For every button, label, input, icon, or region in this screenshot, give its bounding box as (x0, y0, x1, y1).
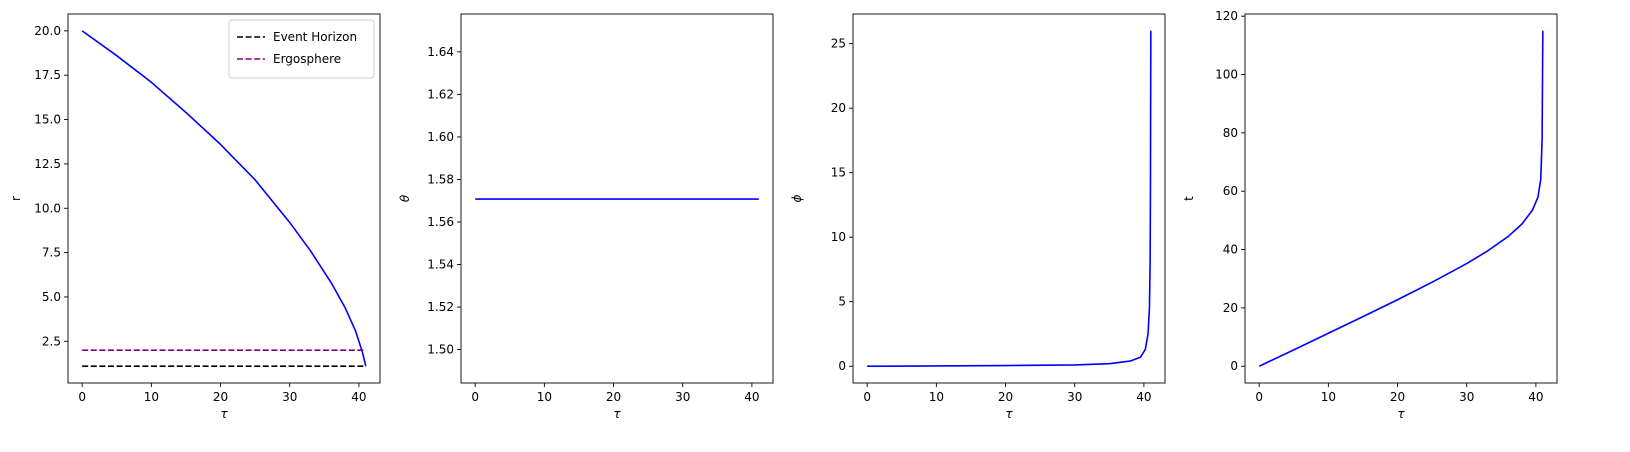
y-tick-label: 15 (831, 166, 846, 180)
y-tick-label: 1.54 (427, 258, 454, 272)
y-tick-label: 7.5 (42, 246, 61, 260)
x-tick-label: 0 (1255, 390, 1263, 404)
y-tick-label: 10.0 (34, 201, 61, 215)
y-tick-label: 1.52 (427, 300, 454, 314)
plot-area (853, 14, 1165, 383)
y-tick-label: 0 (1230, 359, 1238, 373)
y-tick-label: 17.5 (34, 68, 61, 82)
chart-panel-2: 0 10 20 30 40 1.50 1.52 1.54 1.56 1.58 1.60 1.62 1.6… (398, 13, 774, 421)
y-axis-label: t (1182, 196, 1196, 201)
y-tick-label: 1.50 (427, 343, 454, 357)
x-tick-label: 40 (1528, 390, 1543, 404)
y-tick-label: 20 (1223, 301, 1238, 315)
y-tick-label: 1.62 (427, 87, 454, 101)
y-tick-label: 60 (1223, 184, 1238, 198)
x-tick-label: 20 (213, 390, 228, 404)
x-axis-label: τ (220, 407, 228, 421)
axes-frame (460, 13, 774, 384)
axes-frame (67, 13, 381, 384)
x-axis-label: τ (613, 407, 621, 421)
x-tick-label: 10 (537, 390, 552, 404)
y-tick-label: 1.56 (427, 215, 454, 229)
y-tick-label: 20.0 (34, 24, 61, 38)
y-tick-label: 10 (831, 230, 846, 244)
y-axis-label: θ (398, 194, 412, 202)
y-tick-label: 5.0 (42, 290, 61, 304)
x-tick-label: 10 (144, 390, 159, 404)
y-tick-label: 40 (1223, 243, 1238, 257)
x-tick-label: 0 (471, 390, 479, 404)
series-line-1 (867, 30, 1152, 368)
y-tick-label: 120 (1215, 9, 1238, 23)
y-tick-label: 80 (1223, 126, 1238, 140)
x-tick-label: 30 (1067, 390, 1082, 404)
x-tick-label: 30 (1459, 390, 1474, 404)
axes-frame (852, 13, 1166, 384)
x-tick-label: 10 (1321, 390, 1336, 404)
y-axis-label: ϕ (790, 194, 804, 202)
y-tick-label: 1.64 (427, 45, 454, 59)
x-tick-label: 10 (929, 390, 944, 404)
plot-area (1245, 14, 1557, 383)
y-tick-label: 5 (838, 295, 846, 309)
y-tick-label: 0 (838, 359, 846, 373)
x-tick-label: 30 (282, 390, 297, 404)
y-tick-label: 2.5 (42, 334, 61, 348)
y-axis-label: r (9, 196, 23, 201)
x-tick-label: 40 (1136, 390, 1151, 404)
x-tick-label: 20 (998, 390, 1013, 404)
y-tick-label: 12.5 (34, 157, 61, 171)
chart-panel-4: 0 10 20 30 40 0 20 40 60 80 100 120 τ t (1182, 9, 1558, 421)
y-tick-label: 15.0 (34, 113, 61, 127)
series-line-1 (1258, 30, 1544, 367)
legend: Event Horizon Ergosphere (228, 19, 375, 79)
x-axis-label: τ (1005, 407, 1013, 421)
x-tick-label: 40 (351, 390, 366, 404)
x-tick-label: 40 (744, 390, 759, 404)
x-tick-label: 20 (1390, 390, 1405, 404)
x-tick-label: 30 (675, 390, 690, 404)
series-line-1 (81, 30, 367, 367)
y-tick-label: 100 (1215, 68, 1238, 82)
x-tick-label: 20 (606, 390, 621, 404)
legend-box (228, 19, 375, 79)
chart-panel-3: 0 10 20 30 40 0 5 10 15 20 25 τ ϕ (790, 13, 1166, 421)
x-tick-label: 0 (78, 390, 86, 404)
legend-entry: Event Horizon (273, 30, 357, 44)
legend-entry: Ergosphere (273, 52, 341, 66)
y-tick-label: 1.60 (427, 130, 454, 144)
chart-panel-1: 0 10 20 30 40 2.5 5.0 7.5 10.0 12.5 15.0 17.5 20.0 τ r… (9, 13, 381, 421)
y-tick-label: 20 (831, 101, 846, 115)
x-axis-label: τ (1397, 407, 1405, 421)
y-tick-label: 1.58 (427, 172, 454, 186)
y-tick-label: 25 (831, 37, 846, 51)
axes-frame (1244, 13, 1558, 384)
x-tick-label: 0 (863, 390, 871, 404)
